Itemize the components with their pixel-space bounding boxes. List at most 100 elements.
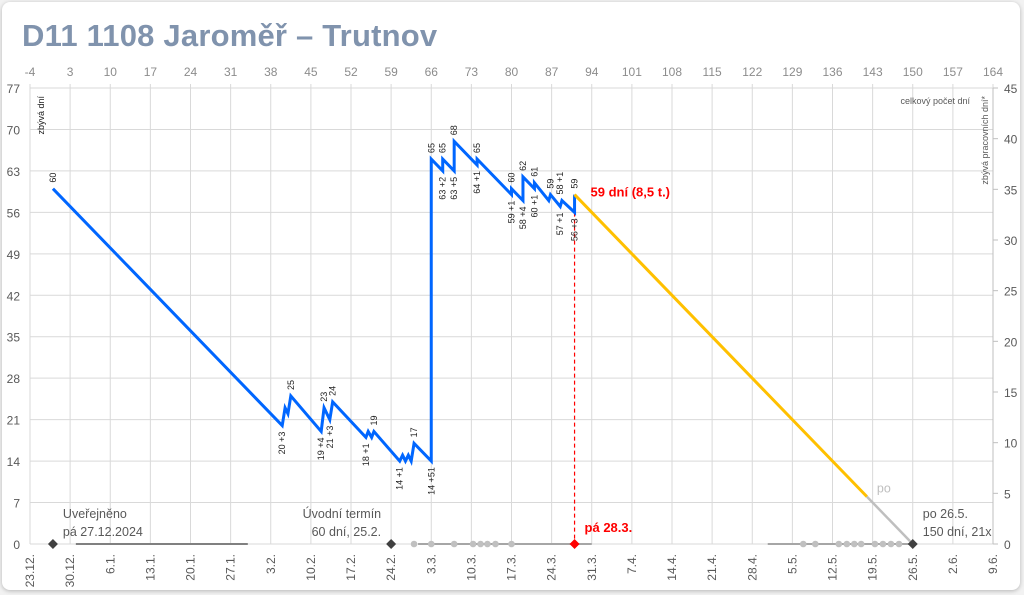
milestone-label: Uveřejněno <box>63 507 127 521</box>
right-tick-label: 35 <box>1004 183 1018 197</box>
timeline-dot <box>887 540 895 548</box>
top-tick-label: 3 <box>67 65 74 79</box>
timeline-dot <box>492 540 499 548</box>
top-tick-label: 143 <box>863 65 883 79</box>
right-tick-label: 10 <box>1004 437 1018 451</box>
milestone-diamond <box>386 539 397 549</box>
left-tick-label: 77 <box>7 82 21 96</box>
data-label: 19 <box>369 415 379 425</box>
data-label: 25 <box>286 380 296 390</box>
data-label: 60 <box>507 173 517 183</box>
data-label: 62 <box>518 161 528 171</box>
series-label: po <box>877 482 891 496</box>
bottom-date-tick-label: 24.2. <box>384 554 398 581</box>
top-tick-label: 164 <box>983 65 1003 79</box>
milestone-diamond <box>569 539 580 549</box>
data-label: 63 +5 <box>449 177 459 200</box>
bottom-date-tick-label: 23.12. <box>23 554 37 587</box>
top-tick-label: 38 <box>264 65 278 79</box>
timeline-dot <box>812 540 819 548</box>
data-label: 68 <box>449 125 459 135</box>
data-label: 58 +1 <box>555 172 565 195</box>
right-tick-label: 30 <box>1004 234 1018 248</box>
series-line-forecast <box>573 193 868 498</box>
bottom-date-tick-label: 12.5. <box>826 554 840 581</box>
top-tick-label: 101 <box>622 65 642 79</box>
data-label: 20 +3 <box>277 432 287 455</box>
top-tick-label: 94 <box>585 65 599 79</box>
data-label: 56 +3 <box>570 218 580 241</box>
data-label: 64 +1 <box>472 171 482 194</box>
left-tick-label: 42 <box>7 289 21 303</box>
series-line-after <box>865 495 914 545</box>
bottom-date-tick-label: 3.2. <box>264 554 278 574</box>
data-label: 59 +1 <box>507 201 517 224</box>
top-tick-label: 52 <box>344 65 358 79</box>
timeline-dot <box>850 540 858 548</box>
right-tick-label: 40 <box>1004 133 1018 147</box>
timeline-dot <box>843 540 851 548</box>
timeline-dot <box>879 540 887 548</box>
top-tick-label: 59 <box>384 65 398 79</box>
right-tick-label: 20 <box>1004 335 1018 349</box>
data-label: 65 <box>472 143 482 153</box>
top-tick-label: 87 <box>545 65 559 79</box>
bottom-date-tick-label: 7.4. <box>625 554 639 574</box>
data-label: 61 <box>529 167 539 177</box>
timeline-dot <box>857 540 865 548</box>
timeline-dot <box>484 540 491 548</box>
left-tick-label: 49 <box>7 248 21 262</box>
top-tick-label: 122 <box>742 65 762 79</box>
right-tick-label: 45 <box>1004 82 1018 96</box>
top-axis-title: celkový počet dní <box>900 96 970 106</box>
data-label: 21 +3 <box>325 426 335 449</box>
bottom-date-tick-label: 30.12. <box>63 554 77 587</box>
bottom-date-tick-label: 10.2. <box>304 554 318 581</box>
data-label: 18 +1 <box>361 443 371 466</box>
timeline-dot <box>410 540 418 548</box>
bottom-date-tick-label: 14.4. <box>665 554 679 581</box>
milestone-label: 150 dní, 21x <box>923 525 993 539</box>
series-line-actual <box>51 137 577 467</box>
milestone-label: Úvodní termín <box>303 506 382 521</box>
bottom-date-tick-label: 28.4. <box>745 554 759 581</box>
right-tick-label: 25 <box>1004 285 1018 299</box>
right-axis-title: zbývá pracovních dní* <box>980 96 990 185</box>
top-tick-label: 80 <box>505 65 519 79</box>
data-label: 60 +1 <box>529 195 539 218</box>
top-tick-label: 24 <box>184 65 198 79</box>
right-tick-label: 5 <box>1004 487 1011 501</box>
top-tick-label: 45 <box>304 65 318 79</box>
data-label: 14 +1 <box>395 467 405 490</box>
bottom-date-tick-label: 31.3. <box>585 554 599 581</box>
milestone-label: pá 28.3. <box>585 520 633 535</box>
bottom-date-tick-label: 20.1. <box>184 554 198 581</box>
bottom-date-tick-label: 13.1. <box>143 554 157 581</box>
left-tick-label: 28 <box>7 372 21 386</box>
data-label: 19 +4 <box>316 437 326 460</box>
timeline-dot <box>427 540 435 548</box>
top-tick-label: 66 <box>425 65 439 79</box>
left-tick-label: 14 <box>7 455 21 469</box>
top-tick-label: 115 <box>703 65 722 79</box>
current-remaining-annotation: 59 dní (8,5 t.) <box>591 185 670 200</box>
left-tick-label: 7 <box>13 497 20 511</box>
bottom-date-tick-label: 26.5. <box>906 554 920 581</box>
data-label: 58 +4 <box>518 207 528 230</box>
bottom-date-tick-label: 17.2. <box>344 554 358 581</box>
top-tick-label: 108 <box>662 65 682 79</box>
top-tick-label: 129 <box>782 65 802 79</box>
data-label: 14 +51 <box>426 467 436 495</box>
timeline-dot <box>799 540 807 548</box>
right-tick-label: 15 <box>1004 386 1018 400</box>
data-label: 17 <box>409 427 419 437</box>
bottom-date-tick-label: 17.3. <box>505 554 519 581</box>
data-label: 59 <box>570 179 580 189</box>
timeline-dot <box>835 540 843 548</box>
right-tick-label: 0 <box>1004 538 1011 552</box>
bottom-date-tick-label: 10.3. <box>464 554 478 581</box>
top-tick-label: 150 <box>903 65 923 79</box>
milestone-diamond <box>907 539 918 549</box>
data-label: 63 +2 <box>438 177 448 200</box>
